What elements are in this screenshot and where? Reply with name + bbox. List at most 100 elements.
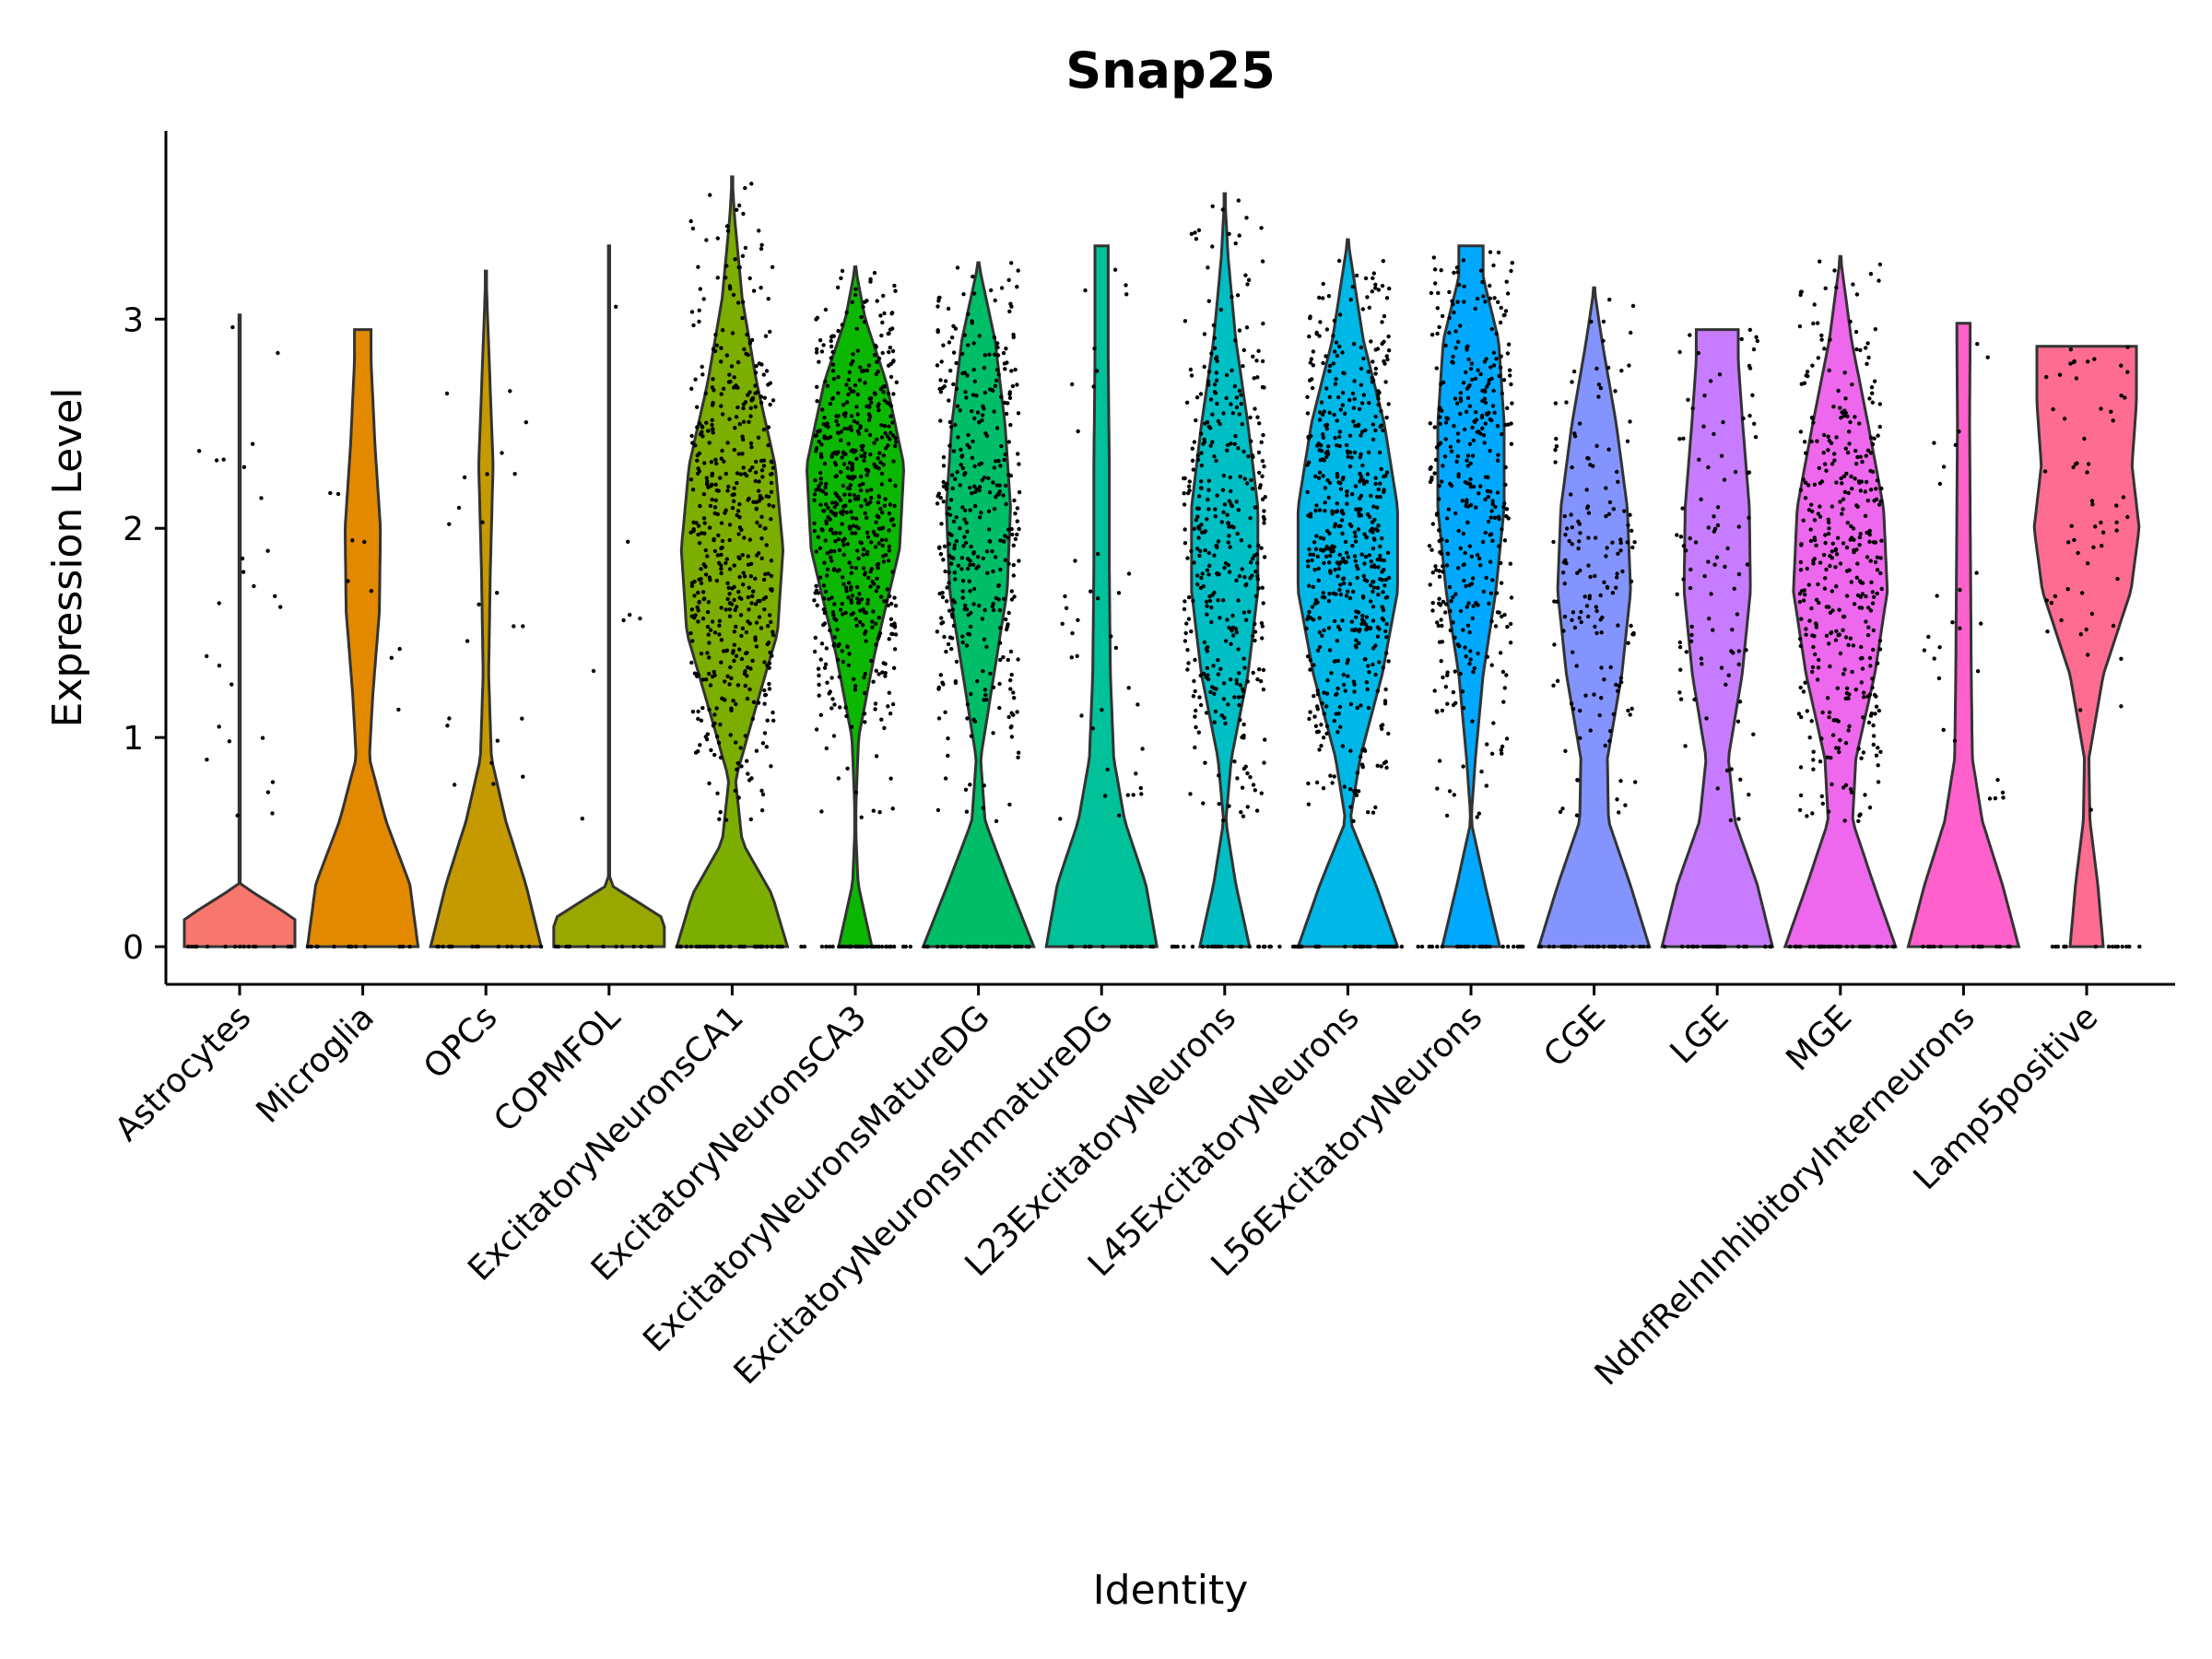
point-l56excitatoryneurons [1487, 601, 1491, 606]
point-excitatoryneuronsmaturedg [952, 600, 958, 605]
point-l56excitatoryneurons [1508, 373, 1512, 378]
point-cge [1597, 712, 1602, 718]
point-l45excitatoryneurons [1368, 944, 1372, 949]
point-excitatoryneuronsca3 [872, 353, 877, 358]
point-l23excitatoryneurons [1233, 241, 1238, 246]
point-cge [1607, 297, 1612, 302]
point-excitatoryneuronsca3 [839, 510, 843, 515]
point-excitatoryneuronsca3 [888, 617, 894, 621]
point-cge [1598, 593, 1603, 598]
point-excitatoryneuronsca1 [753, 602, 759, 606]
point-l45excitatoryneurons [1371, 437, 1376, 442]
point-mge [1870, 391, 1875, 395]
point-l23excitatoryneurons [1209, 606, 1214, 610]
point-l45excitatoryneurons [1325, 477, 1330, 483]
point-l56excitatoryneurons [1500, 669, 1506, 675]
point-cge [1594, 630, 1599, 636]
point-excitatoryneuronsca3 [861, 481, 865, 487]
point-excitatoryneuronsca3 [853, 944, 859, 949]
point-l45excitatoryneurons [1375, 585, 1381, 590]
point-l56excitatoryneurons [1453, 592, 1458, 596]
point-excitatoryneuronsca1 [700, 677, 706, 682]
point-mge [1841, 507, 1845, 512]
point-excitatoryneuronsimmaturedg [1137, 944, 1143, 949]
point-opcs [485, 472, 489, 477]
point-l23excitatoryneurons [1212, 686, 1217, 691]
point-l56excitatoryneurons [1473, 419, 1477, 425]
point-excitatoryneuronsca3 [855, 392, 860, 397]
point-l56excitatoryneurons [1488, 591, 1494, 595]
point-l23excitatoryneurons [1206, 507, 1211, 512]
point-astrocytes [241, 465, 247, 469]
point-ndnfrelninhibitoryinterneurons [1975, 342, 1980, 347]
point-excitatoryneuronsca3 [878, 313, 883, 318]
point-excitatoryneuronsca1 [762, 660, 767, 665]
point-excitatoryneuronsca1 [739, 764, 744, 769]
point-excitatoryneuronsca1 [737, 265, 742, 270]
point-l23excitatoryneurons [1202, 332, 1207, 336]
point-l45excitatoryneurons [1340, 744, 1346, 748]
point-mge [1864, 594, 1868, 599]
point-l45excitatoryneurons [1351, 589, 1356, 594]
point-l23excitatoryneurons [1262, 760, 1266, 765]
point-l23excitatoryneurons [1242, 665, 1247, 670]
point-l23excitatoryneurons [1237, 233, 1241, 238]
point-l23excitatoryneurons [1212, 590, 1217, 595]
point-excitatoryneuronsca3 [876, 456, 880, 461]
point-lge [1706, 559, 1711, 564]
point-l45excitatoryneurons [1373, 672, 1378, 677]
point-excitatoryneuronsmaturedg [977, 485, 982, 489]
point-excitatoryneuronsca1 [698, 743, 702, 747]
point-l56excitatoryneurons [1477, 491, 1481, 496]
point-l45excitatoryneurons [1335, 353, 1340, 359]
point-mge [1864, 346, 1868, 350]
point-mge [1809, 502, 1814, 507]
point-l45excitatoryneurons [1350, 391, 1356, 396]
point-excitatoryneuronsca1 [762, 701, 767, 706]
point-excitatoryneuronsca3 [812, 528, 818, 534]
point-l45excitatoryneurons [1309, 357, 1314, 361]
point-l56excitatoryneurons [1437, 569, 1441, 573]
point-excitatoryneuronsca1 [716, 533, 721, 538]
point-excitatoryneuronsmaturedg [1004, 617, 1008, 622]
point-excitatoryneuronsca1 [730, 506, 735, 511]
point-excitatoryneuronsca3 [875, 513, 879, 518]
point-mge [1787, 944, 1793, 949]
point-l23excitatoryneurons [1221, 598, 1226, 603]
point-excitatoryneuronsmaturedg [1011, 562, 1017, 568]
point-excitatoryneuronsca3 [861, 607, 865, 612]
point-l45excitatoryneurons [1327, 480, 1333, 486]
point-excitatoryneuronsmaturedg [1010, 532, 1015, 537]
point-l56excitatoryneurons [1451, 301, 1455, 307]
point-l23excitatoryneurons [1214, 944, 1219, 949]
point-l23excitatoryneurons [1183, 630, 1188, 636]
point-lge [1689, 632, 1694, 638]
point-excitatoryneuronsmaturedg [947, 419, 953, 425]
point-excitatoryneuronsca3 [814, 488, 818, 492]
point-cge [1625, 540, 1630, 545]
point-cge [1571, 707, 1576, 712]
point-l56excitatoryneurons [1502, 612, 1507, 618]
point-excitatoryneuronsmaturedg [941, 479, 946, 485]
point-lamp5positive [2119, 363, 2124, 368]
point-cge [1622, 509, 1627, 513]
point-excitatoryneuronsca3 [847, 560, 852, 565]
point-mge [1817, 465, 1822, 471]
point-l23excitatoryneurons [1244, 325, 1250, 330]
point-l23excitatoryneurons [1251, 633, 1255, 639]
point-mge [1872, 436, 1877, 441]
point-excitatoryneuronsca1 [724, 224, 730, 229]
point-mge [1811, 749, 1816, 754]
point-opcs [491, 782, 496, 786]
point-l23excitatoryneurons [1262, 555, 1267, 559]
point-excitatoryneuronsca1 [704, 944, 709, 949]
point-mge [1863, 793, 1867, 797]
point-l23excitatoryneurons [1191, 467, 1196, 472]
point-l23excitatoryneurons [1253, 505, 1258, 510]
point-excitatoryneuronsca1 [717, 618, 723, 623]
point-excitatoryneuronsmaturedg [936, 299, 941, 303]
point-l56excitatoryneurons [1444, 516, 1450, 521]
point-excitatoryneuronsca1 [754, 364, 759, 369]
point-l56excitatoryneurons [1429, 290, 1434, 296]
point-l23excitatoryneurons [1228, 475, 1233, 480]
